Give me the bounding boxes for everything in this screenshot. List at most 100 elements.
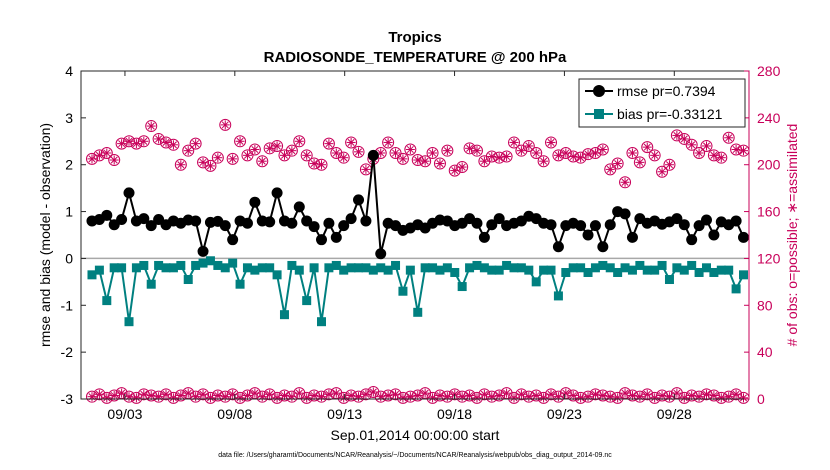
obs-assimilated-stroke <box>162 138 170 146</box>
obs-assimilated-point <box>117 139 127 149</box>
obs-assimilated-stroke <box>325 140 333 148</box>
obs-assimilated-bottom-stroke <box>503 389 511 397</box>
obs-assimilated-bottom-point <box>428 393 438 403</box>
rmse-point <box>686 234 698 246</box>
obs-assimilated-stroke <box>495 154 503 162</box>
bias-point <box>354 263 364 273</box>
obs-possible-point <box>389 147 402 159</box>
series-layer <box>85 118 750 404</box>
bias-point <box>590 263 600 273</box>
obs-possible-point <box>241 149 254 162</box>
obs-possible-point <box>693 147 706 159</box>
obs-assimilated-point <box>605 164 615 174</box>
bias-point <box>539 265 549 275</box>
obs-assimilated-point <box>413 155 423 165</box>
obs-assimilated-point <box>87 154 97 164</box>
obs-assimilated-bottom-point <box>235 393 245 403</box>
obs-assimilated-stroke <box>636 158 644 166</box>
obs-assimilated-bottom-stroke <box>614 394 622 402</box>
obs-possible-point <box>722 131 735 144</box>
obs-assimilated-stroke <box>606 165 614 173</box>
obs-assimilated-stroke <box>554 151 562 159</box>
obs-assimilated-stroke <box>295 137 303 145</box>
legend-rmse-label: rmse pr=0.7394 <box>617 83 716 99</box>
obs-assimilated-bottom-point <box>642 389 652 399</box>
obs-assimilated-bottom-point <box>716 393 726 403</box>
rmse-point <box>493 213 505 225</box>
obs-assimilated-point <box>553 150 563 160</box>
obs-assimilated-point <box>242 150 252 160</box>
bias-point <box>561 267 571 277</box>
bias-point <box>724 265 734 275</box>
obs-assimilated-bottom-point <box>465 390 475 400</box>
obs-assimilated-point <box>102 148 112 158</box>
obs-assimilated-bottom-point <box>457 392 467 402</box>
rmse-point <box>345 213 357 225</box>
obs-assimilated-stroke <box>192 140 200 148</box>
obs-possible-bottom-point <box>382 389 395 402</box>
obs-assimilated-bottom-stroke <box>732 390 740 398</box>
obs-assimilated-stroke <box>517 147 525 155</box>
rmse-point <box>227 234 239 246</box>
obs-assimilated-bottom-stroke <box>547 390 555 398</box>
y-right-tick-label: 160 <box>757 204 781 220</box>
obs-assimilated-stroke <box>414 156 422 164</box>
obs-possible-point <box>308 157 321 170</box>
x-tick-label: 09/03 <box>107 406 142 422</box>
obs-assimilated-stroke <box>147 122 155 130</box>
obs-assimilated-bottom-stroke <box>362 390 370 398</box>
obs-assimilated-bottom-stroke <box>229 390 237 398</box>
obs-assimilated-bottom-stroke <box>569 391 577 400</box>
obs-possible-point <box>219 118 232 131</box>
obs-assimilated-point <box>583 149 593 159</box>
obs-assimilated-bottom-point <box>376 392 386 402</box>
bias-point <box>413 307 423 317</box>
obs-possible-bottom-point <box>285 390 298 403</box>
obs-assimilated-point <box>442 146 452 156</box>
obs-assimilated-bottom-point <box>739 393 749 403</box>
obs-assimilated-point <box>679 134 689 144</box>
obs-assimilated-point <box>598 144 608 154</box>
bias-point <box>294 265 304 275</box>
obs-assimilated-stroke <box>443 147 451 155</box>
obs-assimilated-point <box>279 150 289 160</box>
obs-assimilated-point <box>627 148 637 158</box>
obs-assimilated-bottom-stroke <box>303 394 311 402</box>
bias-point <box>346 263 356 273</box>
obs-assimilated-bottom-stroke <box>384 391 392 400</box>
obs-assimilated-bottom-stroke <box>140 390 148 398</box>
y-tick-label: -2 <box>61 344 74 360</box>
obs-possible-point <box>500 150 513 163</box>
obs-possible-point <box>226 152 239 165</box>
bias-markers <box>87 256 749 327</box>
obs-assimilated-point <box>391 148 401 158</box>
obs-assimilated-point <box>316 160 326 170</box>
obs-assimilated-stroke <box>562 149 570 157</box>
obs-assimilated-stroke <box>258 157 266 165</box>
bias-point <box>131 263 141 273</box>
bias-point <box>428 263 438 273</box>
obs-assimilated-point <box>739 146 749 156</box>
obs-assimilated-markers <box>87 120 749 187</box>
obs-possible-point <box>189 137 202 150</box>
obs-assimilated-bottom-point <box>442 392 452 402</box>
bias-point <box>257 263 267 273</box>
rmse-point <box>575 220 587 232</box>
obs-possible-bottom-point <box>374 390 387 403</box>
obs-assimilated-point <box>235 136 245 146</box>
bias-point <box>516 263 526 273</box>
obs-assimilated-stroke <box>599 145 607 154</box>
obs-possible-bottom-point <box>130 391 143 404</box>
obs-possible-point <box>574 151 587 164</box>
rmse-point <box>241 217 253 229</box>
rmse-point <box>116 214 128 226</box>
bias-point <box>679 265 689 275</box>
obs-assimilated-point <box>331 148 341 158</box>
obs-assimilated-bottom-point <box>316 392 326 402</box>
bias-point <box>479 263 489 273</box>
obs-assimilated-bottom-stroke <box>628 391 636 400</box>
bias-point <box>117 263 127 273</box>
bias-point <box>553 291 563 301</box>
obs-assimilated-stroke <box>725 134 733 142</box>
